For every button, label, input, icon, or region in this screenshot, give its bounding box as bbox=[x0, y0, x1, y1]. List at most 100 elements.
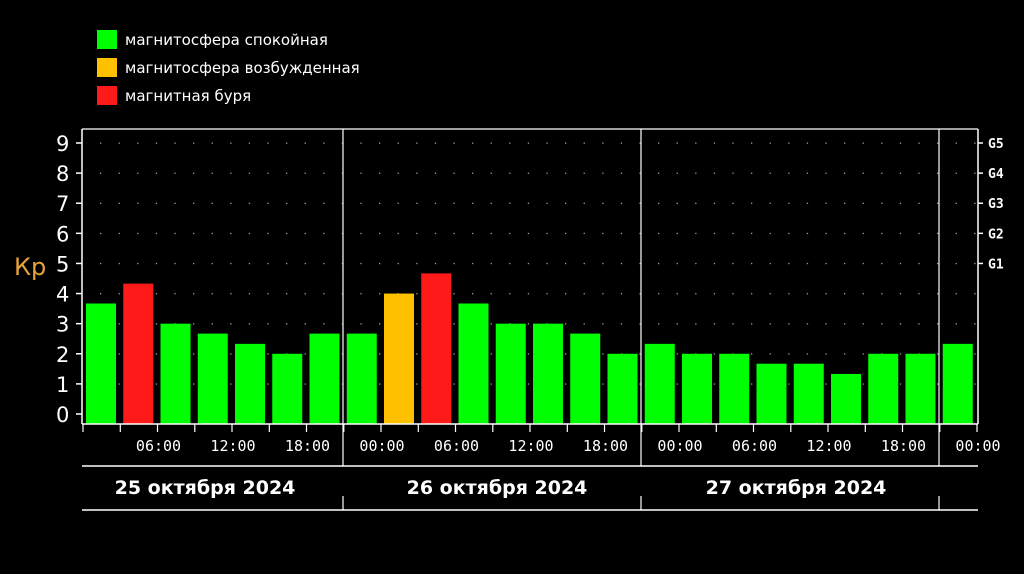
grid-dot bbox=[806, 293, 809, 295]
grid-dot bbox=[193, 353, 195, 355]
grid-dot bbox=[825, 232, 827, 235]
grid-dot bbox=[527, 262, 530, 265]
grid-dot bbox=[304, 172, 306, 174]
grid-dot bbox=[899, 293, 902, 295]
grid-dot bbox=[286, 172, 288, 174]
grid-dot bbox=[844, 353, 846, 355]
grid-dot bbox=[565, 323, 567, 325]
grid-dot bbox=[416, 232, 418, 235]
grid-dot bbox=[751, 262, 753, 265]
date-label: 25 октября 2024 bbox=[115, 477, 296, 499]
grid-dot bbox=[565, 262, 567, 265]
grid-dot bbox=[323, 323, 325, 325]
grid-dot bbox=[248, 172, 251, 174]
grid-dot bbox=[769, 262, 771, 265]
grid-dot bbox=[546, 232, 548, 235]
grid-dot bbox=[639, 383, 641, 385]
grid-dot bbox=[918, 142, 920, 144]
bar-quiet bbox=[346, 333, 377, 424]
grid-dot bbox=[230, 142, 232, 144]
grid-dot bbox=[713, 142, 716, 144]
grid-dot bbox=[472, 172, 474, 174]
grid-dot bbox=[304, 202, 306, 204]
grid-dot bbox=[658, 202, 660, 204]
grid-dot bbox=[453, 383, 455, 385]
grid-dot bbox=[304, 232, 306, 235]
grid-dot bbox=[416, 353, 418, 355]
grid-dot bbox=[490, 172, 492, 174]
grid-dot bbox=[193, 293, 195, 295]
grid-dot bbox=[658, 232, 660, 235]
g-tick-label: G5 bbox=[988, 137, 1004, 152]
grid-dot bbox=[583, 202, 585, 204]
grid-dot bbox=[472, 142, 474, 144]
grid-dot bbox=[397, 232, 399, 235]
grid-dot bbox=[602, 353, 604, 355]
grid-dot bbox=[155, 353, 158, 355]
grid-dot bbox=[434, 142, 437, 144]
grid-dot bbox=[118, 202, 120, 204]
x-tick-label: 00:00 bbox=[359, 437, 404, 455]
grid-dot bbox=[825, 383, 827, 385]
grid-dot bbox=[751, 202, 753, 204]
grid-dot bbox=[695, 232, 697, 235]
grid-dot bbox=[193, 262, 195, 265]
bar-disturbed bbox=[384, 293, 414, 424]
grid-dot bbox=[248, 323, 251, 325]
grid-dot bbox=[565, 353, 567, 355]
bar-quiet bbox=[309, 333, 340, 424]
grid-dot bbox=[490, 383, 492, 385]
grid-dot bbox=[974, 232, 976, 235]
bar-quiet bbox=[905, 353, 936, 424]
grid-dot bbox=[211, 202, 213, 204]
grid-dot bbox=[881, 262, 883, 265]
grid-dot bbox=[360, 232, 362, 235]
grid-dot bbox=[751, 323, 753, 325]
grid-dot bbox=[862, 202, 864, 204]
grid-dot bbox=[583, 262, 585, 265]
grid-dot bbox=[881, 202, 883, 204]
grid-dot bbox=[286, 142, 288, 144]
y-tick-label: 2 bbox=[56, 343, 69, 367]
grid-dot bbox=[100, 142, 102, 144]
grid-dot bbox=[230, 172, 232, 174]
grid-dot bbox=[639, 232, 641, 235]
grid-dot bbox=[174, 262, 176, 265]
grid-dot bbox=[583, 142, 585, 144]
grid-dot bbox=[602, 172, 604, 174]
grid-dot bbox=[155, 232, 158, 235]
grid-dot bbox=[602, 323, 604, 325]
g-tick-label: G1 bbox=[988, 257, 1004, 272]
grid-dot bbox=[118, 172, 120, 174]
x-tick-label: 18:00 bbox=[881, 437, 926, 455]
grid-dot bbox=[937, 353, 939, 355]
grid-dot bbox=[193, 323, 195, 325]
bar-quiet bbox=[831, 373, 861, 424]
grid-dot bbox=[788, 353, 790, 355]
grid-dot bbox=[844, 172, 846, 174]
grid-dot bbox=[174, 232, 176, 235]
grid-dot bbox=[937, 202, 939, 204]
grid-dot bbox=[881, 232, 883, 235]
grid-dot bbox=[862, 142, 864, 144]
grid-dot bbox=[825, 142, 827, 144]
grid-dot bbox=[937, 293, 939, 295]
grid-dot bbox=[937, 232, 939, 235]
grid-dot bbox=[565, 293, 567, 295]
grid-dot bbox=[676, 353, 678, 355]
date-labels: 25 октября 2024 26 октября 2024 27 октября… bbox=[82, 424, 978, 511]
grid-dot bbox=[434, 172, 437, 174]
grid-dot bbox=[620, 293, 623, 295]
grid-dot bbox=[899, 262, 902, 265]
grid-dot bbox=[546, 262, 548, 265]
legend-swatch-storm bbox=[97, 86, 117, 105]
grid-dot bbox=[937, 262, 939, 265]
grid-dot bbox=[286, 323, 288, 325]
grid-dot bbox=[527, 172, 530, 174]
grid-dot bbox=[676, 383, 678, 385]
grid-dot bbox=[546, 172, 548, 174]
grid-dot bbox=[509, 172, 511, 174]
grid-dot bbox=[620, 232, 623, 235]
grid-dot bbox=[788, 323, 790, 325]
grid-dot bbox=[323, 202, 325, 204]
